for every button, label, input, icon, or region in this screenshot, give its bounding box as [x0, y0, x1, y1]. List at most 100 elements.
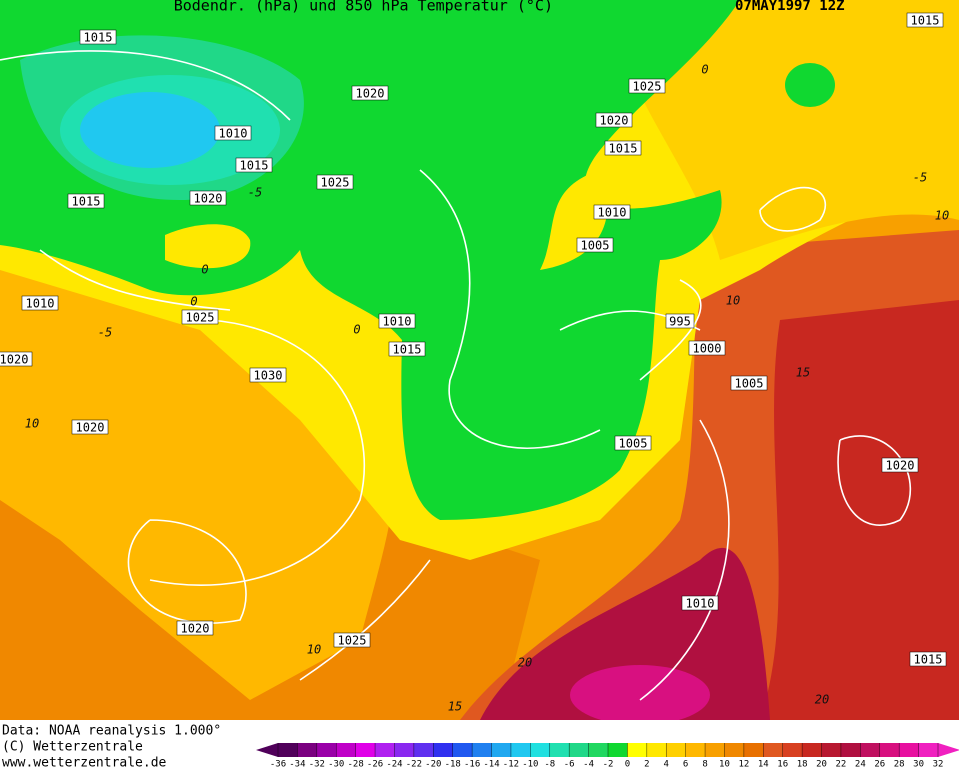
- isotherm-label: 0: [353, 323, 360, 337]
- isobar-label: 1010: [686, 597, 715, 611]
- isobar-label: 1015: [911, 14, 940, 28]
- isobar-label-box: [730, 375, 768, 391]
- colorbar-swatch: [821, 743, 842, 757]
- colorbar-tick-label: 20: [816, 760, 827, 770]
- colorbar-tick-label: -26: [367, 760, 383, 770]
- isobar-label: 1010: [598, 206, 627, 220]
- colorbar-swatch: [316, 743, 337, 757]
- isotherm-label: 10: [726, 294, 740, 308]
- colorbar-swatch: [278, 743, 298, 757]
- colorbar-swatch: [627, 743, 648, 757]
- colorbar-swatch: [705, 743, 725, 757]
- isobar-label: 1020: [0, 353, 28, 367]
- isobar-label: 1020: [194, 192, 223, 206]
- colorbar-tick-label: -18: [445, 760, 461, 770]
- isotherm-label: 0: [701, 63, 708, 77]
- colorbar-swatch: [608, 743, 628, 757]
- isobar-label: 1005: [735, 377, 764, 391]
- colorbar-tick-label: -12: [503, 760, 519, 770]
- isotherm-label: 20: [518, 656, 532, 670]
- isobar-label: 1015: [609, 142, 638, 156]
- colorbar-swatch: [743, 743, 764, 757]
- footer-source: Data: NOAA reanalysis 1.000°: [2, 724, 221, 739]
- colorbar-swatch: [569, 743, 590, 757]
- colorbar-swatch: [646, 743, 667, 757]
- colorbar-tick-label: 0: [625, 760, 630, 770]
- colorbar-tick-label: 16: [777, 760, 788, 770]
- isobar-label-box: [249, 367, 287, 383]
- isobar-label: 1000: [693, 342, 722, 356]
- isobar-label: 1005: [581, 239, 610, 253]
- colorbar-tick-label: -16: [464, 760, 480, 770]
- isobar-label: 1020: [356, 87, 385, 101]
- isobar-label-box: [681, 595, 719, 611]
- colorbar-tick-label: -20: [425, 760, 441, 770]
- isobar-label: 1020: [181, 622, 210, 636]
- isobar-label-box: [333, 632, 371, 648]
- colorbar-swatch: [297, 743, 318, 757]
- colorbar-swatch: [472, 743, 493, 757]
- isobar-label-box: [906, 12, 944, 28]
- isobar-label-box: [909, 651, 947, 667]
- isobar-label: 1025: [338, 634, 367, 648]
- isobar-label: 995: [669, 315, 691, 329]
- colorbar-tick-label: 32: [933, 760, 944, 770]
- colorbar-tick-label: -24: [386, 760, 402, 770]
- isobar-label: 1025: [633, 80, 662, 94]
- isobar-label: 1015: [72, 195, 101, 209]
- map-title: Bodendr. (hPa) und 850 hPa Temperatur (°…: [174, 0, 553, 15]
- isobar-label-box: [614, 435, 652, 451]
- colorbar-swatch: [802, 743, 823, 757]
- colorbar-tick-label: 2: [644, 760, 649, 770]
- isotherm-label: 0: [190, 295, 197, 309]
- isotherm-label: 20: [815, 693, 829, 707]
- colorbar-tick-label: -22: [406, 760, 422, 770]
- colorbar-tick-label: -32: [309, 760, 325, 770]
- colorbar-swatch: [510, 743, 531, 757]
- isobar-label-box: [665, 313, 695, 329]
- isotherm-label: 10: [25, 417, 39, 431]
- colorbar-tick-label: 22: [836, 760, 847, 770]
- colorbar-swatch: [394, 743, 415, 757]
- colorbar-swatch: [879, 743, 900, 757]
- colorbar-swatch: [375, 743, 395, 757]
- isobar-label-box: [189, 190, 227, 206]
- colorbar-swatch: [336, 743, 357, 757]
- isotherm-label: 15: [448, 700, 462, 714]
- colorbar-tick-label: -28: [348, 760, 364, 770]
- isobar-label-box: [593, 204, 631, 220]
- isobar-label: 1015: [393, 343, 422, 357]
- isobar-label: 1015: [914, 653, 943, 667]
- footer-copyright: (C) Wetterzentrale: [2, 740, 143, 755]
- colorbar-swatch: [782, 743, 803, 757]
- isobar-label: 1010: [219, 127, 248, 141]
- footer-url: www.wetterzentrale.de: [2, 756, 167, 771]
- colorbar-tick-label: 28: [894, 760, 905, 770]
- colorbar-tick-label: -34: [289, 760, 305, 770]
- colorbar-tick-label: 4: [664, 760, 669, 770]
- isobar-label-box: [235, 157, 273, 173]
- colorbar-tick-label: 12: [738, 760, 749, 770]
- colorbar-tick-label: 30: [913, 760, 924, 770]
- isobar-label-box: [316, 174, 354, 190]
- isobar-label: 1020: [886, 459, 915, 473]
- isobar-label-box: [881, 457, 919, 473]
- colorbar-tick-label: -30: [328, 760, 344, 770]
- isobar-label-box: [79, 29, 117, 45]
- map-background: [0, 0, 959, 725]
- colorbar-swatch: [588, 743, 609, 757]
- isobar-label-box: [378, 313, 416, 329]
- isobar-label-box: [688, 340, 726, 356]
- colorbar-swatch: [918, 743, 939, 757]
- colorbar-tick-label: -4: [583, 760, 594, 770]
- isotherm-label: 10: [935, 209, 949, 223]
- colorbar-swatch: [860, 743, 881, 757]
- isobar-label: 1020: [600, 114, 629, 128]
- colorbar-swatch: [840, 743, 861, 757]
- isobar-label-box: [576, 237, 614, 253]
- colorbar-swatch: [413, 743, 434, 757]
- colorbar-swatch: [724, 743, 745, 757]
- colorbar-swatch: [491, 743, 512, 757]
- isobar-label: 1015: [84, 31, 113, 45]
